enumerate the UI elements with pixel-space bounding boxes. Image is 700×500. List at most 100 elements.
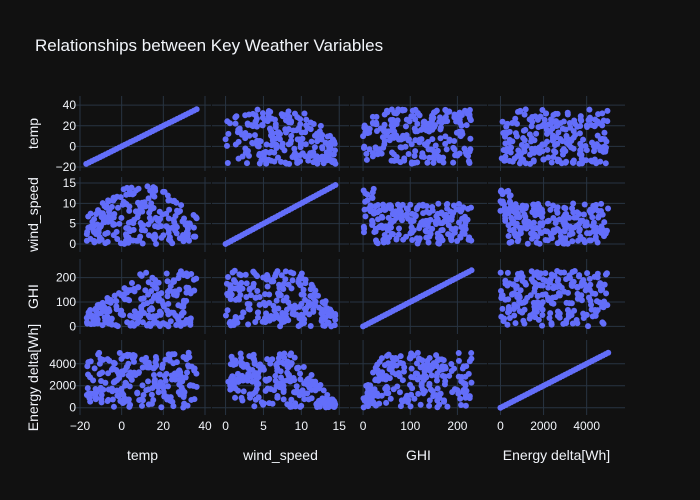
- data-point: [571, 307, 578, 314]
- data-point: [383, 107, 390, 114]
- data-point: [143, 387, 150, 394]
- data-point: [133, 237, 140, 244]
- data-point: [165, 215, 172, 222]
- data-point: [542, 227, 549, 234]
- data-point: [244, 377, 251, 384]
- data-point: [528, 230, 535, 237]
- data-point: [420, 221, 427, 228]
- data-point: [463, 363, 470, 370]
- data-point: [232, 120, 239, 127]
- data-point: [578, 218, 585, 225]
- data-point: [517, 287, 524, 294]
- data-point: [605, 205, 612, 212]
- x-tick-label: 0: [497, 419, 504, 433]
- data-point: [237, 350, 244, 357]
- data-point: [402, 123, 409, 130]
- data-point: [160, 320, 167, 327]
- data-point: [247, 292, 254, 299]
- data-point: [126, 207, 133, 214]
- data-point: [536, 240, 543, 247]
- data-point: [256, 294, 263, 301]
- data-point: [269, 130, 276, 137]
- data-point: [547, 276, 554, 283]
- data-point: [128, 376, 135, 383]
- data-point: [586, 114, 593, 121]
- data-point: [331, 147, 338, 154]
- data-point: [550, 285, 557, 292]
- data-point: [566, 231, 573, 238]
- data-point: [435, 200, 442, 207]
- data-point: [222, 136, 229, 143]
- data-point: [288, 119, 295, 126]
- y-tick-label: 0: [69, 401, 76, 415]
- data-point: [554, 204, 561, 211]
- data-point: [372, 225, 379, 232]
- data-point: [516, 152, 523, 159]
- data-point: [254, 287, 261, 294]
- data-point: [446, 136, 453, 143]
- x-axis-label-wind-speed: wind_speed: [242, 447, 318, 463]
- data-point: [224, 160, 231, 167]
- data-point: [376, 400, 383, 407]
- data-point: [173, 322, 180, 329]
- panel-temp-vs-wind-speed: [212, 96, 349, 171]
- data-point: [373, 127, 380, 134]
- data-point: [373, 239, 380, 246]
- data-point: [548, 321, 555, 328]
- data-point: [282, 276, 289, 283]
- data-point: [397, 353, 404, 360]
- data-point: [497, 207, 504, 214]
- data-point: [602, 147, 609, 154]
- y-tick-label: 2000: [49, 379, 76, 393]
- data-point: [303, 116, 310, 123]
- data-point: [594, 239, 601, 246]
- data-point: [389, 355, 396, 362]
- data-point: [539, 322, 546, 329]
- data-point: [123, 191, 130, 198]
- data-point: [432, 142, 439, 149]
- data-point: [83, 231, 90, 238]
- data-point: [398, 215, 405, 222]
- data-point: [391, 130, 398, 137]
- data-point: [408, 224, 415, 231]
- data-point: [431, 124, 438, 131]
- data-point: [384, 385, 391, 392]
- data-point: [148, 391, 155, 398]
- data-point: [506, 314, 513, 321]
- x-tick-label: 2000: [530, 419, 557, 433]
- data-point: [370, 369, 377, 376]
- data-point: [127, 236, 134, 243]
- data-point: [393, 153, 400, 160]
- data-point: [583, 122, 590, 129]
- data-point: [455, 201, 462, 208]
- data-point: [364, 390, 371, 397]
- data-point: [411, 125, 418, 132]
- data-point: [528, 276, 535, 283]
- data-point: [551, 147, 558, 154]
- data-point: [322, 139, 329, 146]
- data-point: [236, 271, 243, 278]
- data-point: [92, 305, 99, 312]
- data-point: [242, 271, 249, 278]
- data-point: [399, 201, 406, 208]
- data-point: [116, 350, 123, 357]
- data-point: [263, 276, 270, 283]
- data-point: [158, 404, 165, 411]
- data-point: [409, 107, 416, 114]
- y-tick-label: 20: [63, 119, 77, 133]
- data-point: [291, 354, 298, 361]
- data-point: [302, 280, 309, 287]
- data-point: [299, 387, 306, 394]
- data-point: [515, 273, 522, 280]
- data-point: [442, 218, 449, 225]
- data-point: [243, 294, 250, 301]
- data-point: [284, 364, 291, 371]
- data-point: [432, 218, 439, 225]
- data-point: [364, 191, 371, 198]
- data-point: [124, 289, 131, 296]
- data-point: [413, 360, 420, 367]
- data-point: [271, 307, 278, 314]
- data-point: [307, 292, 314, 299]
- data-point: [467, 135, 474, 142]
- data-point: [582, 222, 589, 229]
